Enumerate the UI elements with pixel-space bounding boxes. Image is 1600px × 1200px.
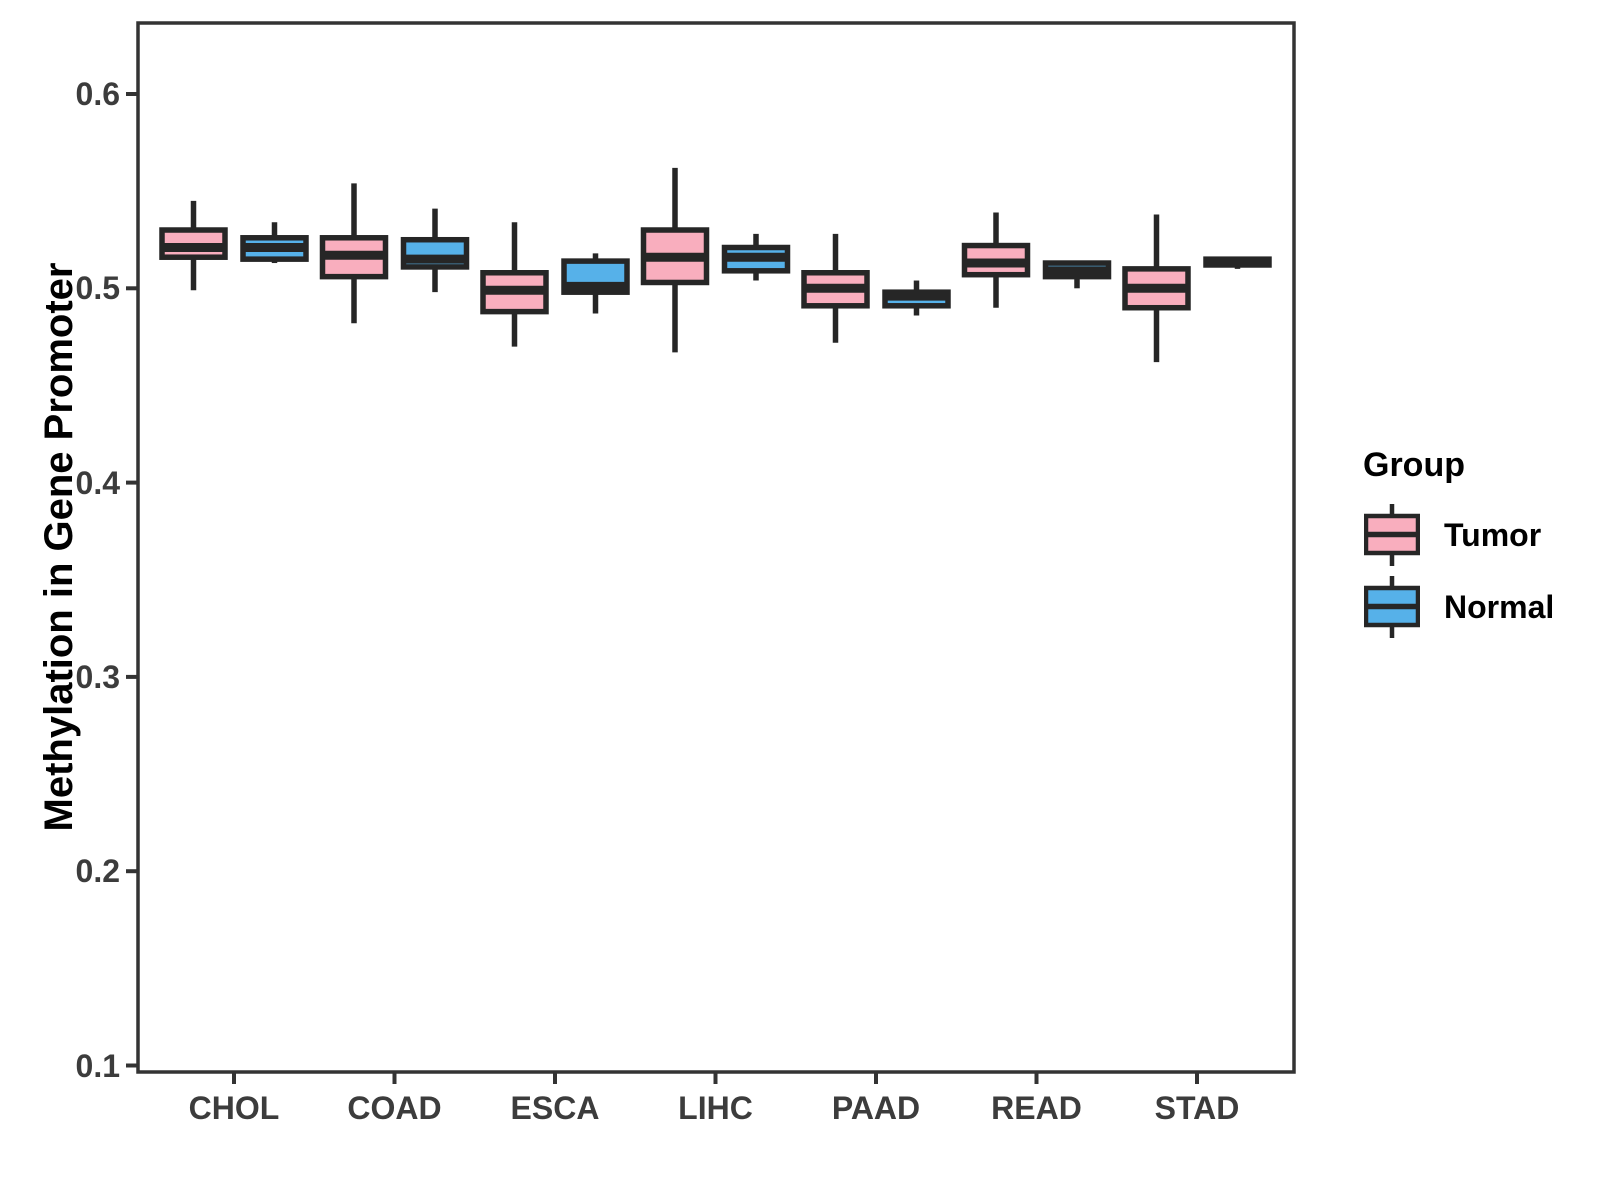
y-tick-label: 0.6 [75,76,120,112]
legend-label-tumor: Tumor [1444,517,1542,553]
tumor-boxplot-glyph-icon [1364,504,1420,566]
x-category-label: READ [991,1090,1082,1126]
y-axis-title: Methylation in Gene Promoter [37,262,81,832]
x-category-label: STAD [1154,1090,1240,1126]
x-category-label: COAD [347,1090,442,1126]
normal-boxplot-glyph-icon [1364,576,1420,638]
legend-item-tumor: Tumor [1356,502,1554,568]
legend-label-normal: Normal [1444,589,1555,625]
y-tick-label: 0.5 [75,270,120,307]
x-category-label: LIHC [678,1090,753,1126]
x-category-label: CHOL [188,1090,280,1126]
y-tick-label: 0.3 [75,658,120,695]
y-tick-label: 0.1 [75,1047,120,1084]
legend: Group Tumor Normal [1356,448,1554,640]
x-category-label: ESCA [510,1090,600,1126]
legend-title: Group [1363,446,1465,484]
y-tick-label: 0.4 [75,464,120,501]
x-category-label: PAAD [831,1090,921,1126]
legend-item-normal: Normal [1356,574,1554,640]
panel-border [136,21,1296,1074]
y-tick-label: 0.2 [75,853,120,890]
